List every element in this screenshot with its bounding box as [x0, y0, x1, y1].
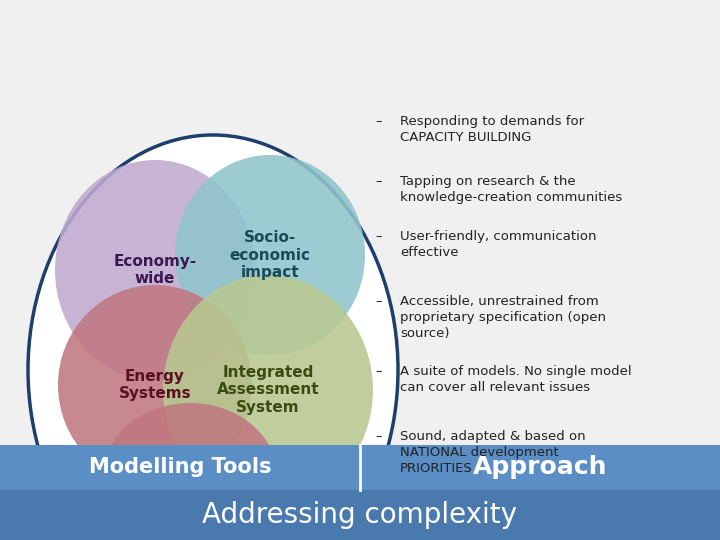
Text: Integrated
Assessment
System: Integrated Assessment System [217, 365, 319, 415]
Text: proprietary specification (open: proprietary specification (open [400, 311, 606, 324]
Text: Responding to demands for: Responding to demands for [400, 115, 584, 128]
Ellipse shape [55, 160, 255, 380]
Text: Addressing complexity: Addressing complexity [202, 501, 518, 529]
Text: PRIORITIES: PRIORITIES [400, 462, 473, 475]
Text: A suite of models. No single model: A suite of models. No single model [400, 365, 631, 378]
Ellipse shape [175, 155, 365, 355]
Text: NATIONAL development: NATIONAL development [400, 446, 559, 459]
Text: Sound, adapted & based on: Sound, adapted & based on [400, 430, 585, 443]
Text: Accessible, unrestrained from: Accessible, unrestrained from [400, 295, 599, 308]
Bar [0, 445, 720, 490]
Ellipse shape [102, 403, 278, 540]
Text: effective: effective [400, 246, 459, 259]
Text: Energy
Systems: Energy Systems [119, 369, 192, 401]
Text: –: – [375, 230, 382, 243]
Text: Approach: Approach [473, 455, 607, 479]
Text: –: – [375, 365, 382, 378]
Text: CAPACITY BUILDING: CAPACITY BUILDING [400, 131, 531, 144]
Ellipse shape [163, 275, 373, 505]
Text: –: – [375, 295, 382, 308]
Ellipse shape [58, 285, 252, 485]
Ellipse shape [28, 135, 398, 540]
Text: can cover all relevant issues: can cover all relevant issues [400, 381, 590, 394]
Text: User-friendly, communication: User-friendly, communication [400, 230, 596, 243]
Text: Modelling Tools: Modelling Tools [89, 457, 271, 477]
Text: Socio-
economic
impact: Socio- economic impact [230, 230, 310, 280]
Text: –: – [375, 430, 382, 443]
Text: Tapping on research & the: Tapping on research & the [400, 175, 575, 188]
Text: –: – [375, 175, 382, 188]
Text: knowledge-creation communities: knowledge-creation communities [400, 191, 622, 204]
Text: Economy-
wide: Economy- wide [113, 254, 197, 286]
Text: –: – [375, 115, 382, 128]
Text: source): source) [400, 327, 449, 340]
Text: Electricity
for All: Electricity for All [150, 463, 229, 493]
Bar [0, 490, 720, 540]
